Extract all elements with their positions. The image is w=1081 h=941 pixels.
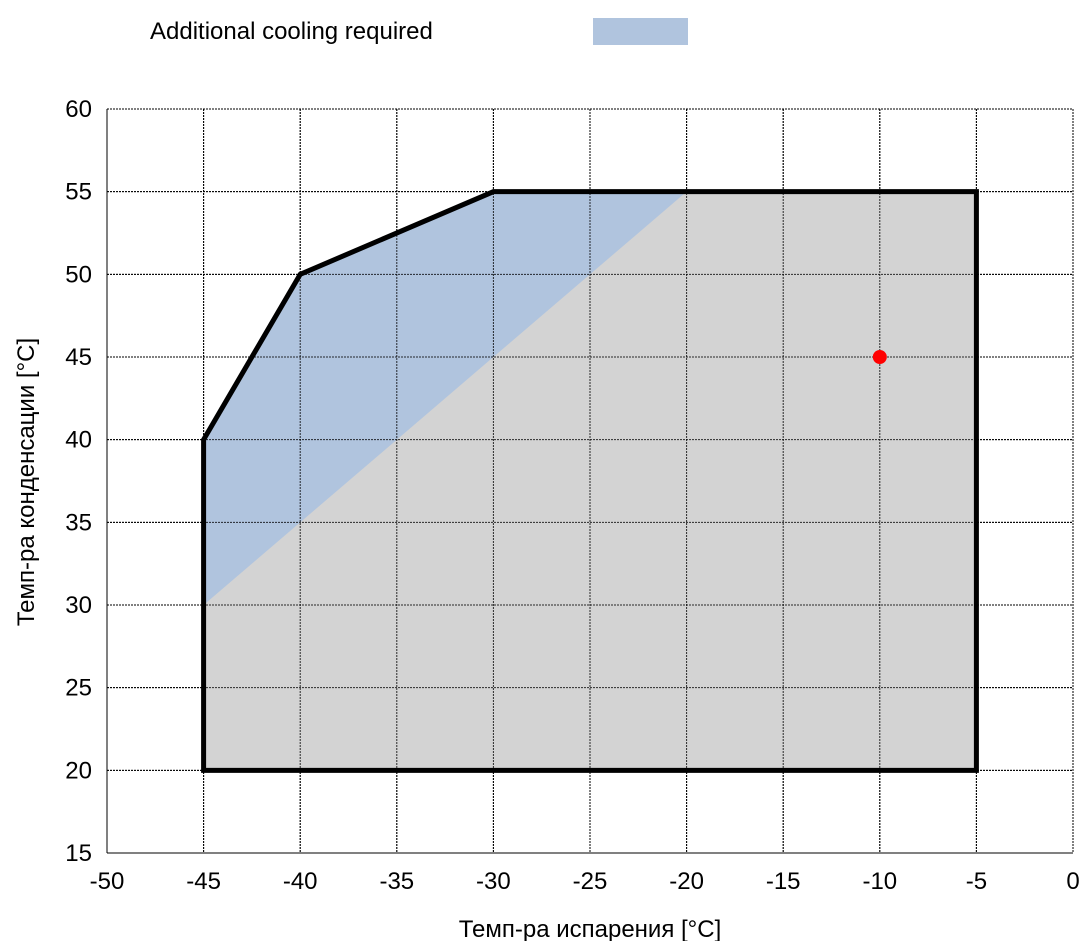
y-tick-label: 60 bbox=[65, 96, 92, 123]
cooling-region bbox=[203, 191, 687, 605]
tick-labels: -50 -45 -40 -35 -30 -25 -20 -15 -10 -5 01520253035… bbox=[65, 96, 1079, 895]
y-tick-label: 50 bbox=[65, 261, 92, 288]
x-tick-label: -25 bbox=[573, 868, 608, 895]
y-tick-label: 30 bbox=[65, 592, 92, 619]
y-tick-label: 35 bbox=[65, 509, 92, 536]
x-tick-label: -5 bbox=[966, 868, 987, 895]
y-tick-label: 40 bbox=[65, 427, 92, 454]
x-tick-label: -20 bbox=[669, 868, 704, 895]
x-tick-label: -15 bbox=[766, 868, 801, 895]
y-tick-label: 25 bbox=[65, 675, 92, 702]
x-tick-label: -45 bbox=[186, 868, 221, 895]
legend-swatch-cooling bbox=[593, 18, 688, 45]
x-axis-title: Темп-ра испарения [°C] bbox=[459, 916, 722, 941]
x-tick-label: 0 bbox=[1066, 868, 1079, 895]
x-tick-label: -30 bbox=[476, 868, 511, 895]
legend: Additional cooling required bbox=[150, 18, 688, 45]
y-tick-label: 20 bbox=[65, 757, 92, 784]
y-tick-label: 45 bbox=[65, 344, 92, 371]
operating-point bbox=[872, 350, 887, 364]
x-tick-label: -10 bbox=[862, 868, 897, 895]
regions bbox=[106, 108, 1074, 854]
y-tick-label: 15 bbox=[65, 840, 92, 867]
legend-label-cooling: Additional cooling required bbox=[150, 18, 433, 45]
x-tick-label: -35 bbox=[379, 868, 414, 895]
y-tick-label: 55 bbox=[65, 179, 92, 206]
envelope-outline bbox=[201, 189, 979, 773]
y-axis-title: Темп-ра конденсации [°C] bbox=[13, 338, 40, 626]
x-tick-label: -50 bbox=[90, 868, 125, 895]
x-tick-label: -40 bbox=[283, 868, 318, 895]
